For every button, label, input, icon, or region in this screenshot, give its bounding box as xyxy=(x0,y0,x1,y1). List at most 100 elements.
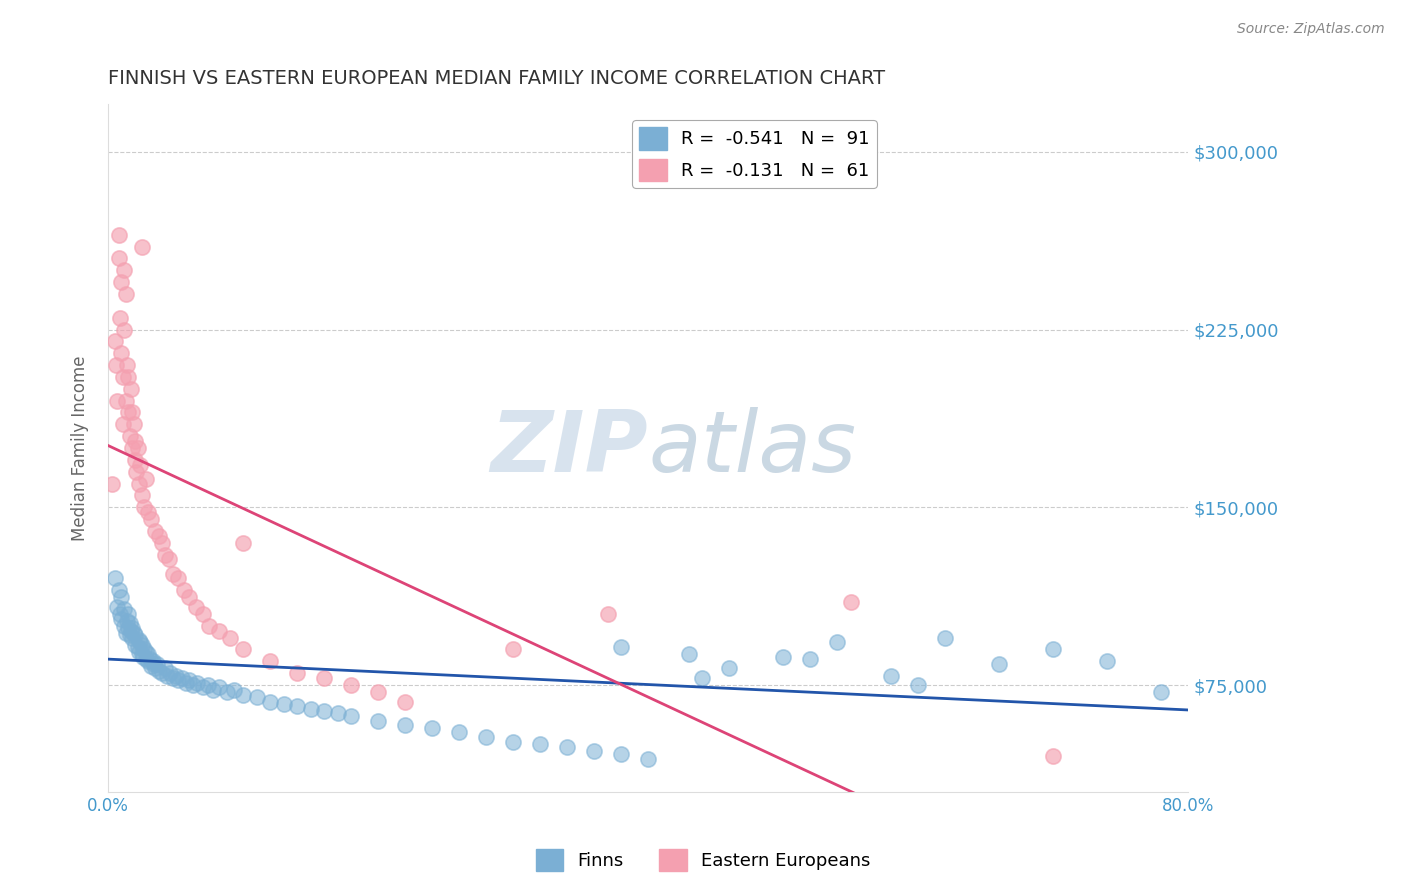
Point xyxy=(232,688,254,702)
Point xyxy=(138,647,160,661)
Point xyxy=(208,624,231,638)
Point xyxy=(104,571,127,585)
Point xyxy=(232,536,254,550)
Point xyxy=(1042,642,1064,657)
Point xyxy=(118,616,141,631)
Point xyxy=(145,657,167,671)
Point xyxy=(420,721,443,735)
Point xyxy=(114,287,136,301)
Point xyxy=(129,635,152,649)
Point xyxy=(184,599,207,614)
Point xyxy=(285,699,308,714)
Point xyxy=(112,322,135,336)
Point xyxy=(141,512,163,526)
Point xyxy=(104,334,127,349)
Point xyxy=(690,671,713,685)
Point xyxy=(215,685,238,699)
Point xyxy=(128,645,150,659)
Point xyxy=(167,571,190,585)
Point xyxy=(122,417,145,432)
Point xyxy=(502,642,524,657)
Point xyxy=(153,661,176,675)
Point xyxy=(177,673,200,688)
Point xyxy=(165,668,187,682)
Point xyxy=(208,681,231,695)
Point xyxy=(112,619,135,633)
Text: atlas: atlas xyxy=(648,407,856,490)
Y-axis label: Median Family Income: Median Family Income xyxy=(72,355,89,541)
Point xyxy=(637,751,659,765)
Legend: R =  -0.541   N =  91, R =  -0.131   N =  61: R = -0.541 N = 91, R = -0.131 N = 61 xyxy=(633,120,877,188)
Point xyxy=(131,239,153,253)
Point xyxy=(162,566,184,581)
Point xyxy=(245,690,267,704)
Point xyxy=(105,358,128,372)
Point xyxy=(128,632,150,647)
Point xyxy=(475,730,498,744)
Point xyxy=(117,405,139,419)
Text: ZIP: ZIP xyxy=(491,407,648,490)
Point xyxy=(988,657,1011,671)
Point xyxy=(1150,685,1173,699)
Point xyxy=(127,441,149,455)
Point xyxy=(148,529,170,543)
Point xyxy=(115,358,138,372)
Point xyxy=(115,614,138,628)
Point xyxy=(121,405,143,419)
Point xyxy=(799,652,821,666)
Point xyxy=(502,735,524,749)
Point xyxy=(367,685,389,699)
Point xyxy=(340,678,363,692)
Point xyxy=(825,635,848,649)
Point xyxy=(880,668,903,682)
Point xyxy=(678,647,700,661)
Point xyxy=(394,695,416,709)
Point xyxy=(143,524,166,538)
Point xyxy=(120,624,142,638)
Point xyxy=(326,706,349,721)
Point xyxy=(394,718,416,732)
Point xyxy=(907,678,929,692)
Point xyxy=(191,681,214,695)
Point xyxy=(108,310,131,325)
Point xyxy=(141,659,163,673)
Point xyxy=(202,682,225,697)
Point xyxy=(111,417,134,432)
Point xyxy=(1095,654,1118,668)
Point xyxy=(138,505,160,519)
Point xyxy=(141,654,163,668)
Point xyxy=(124,453,146,467)
Point xyxy=(839,595,862,609)
Point xyxy=(107,583,129,598)
Point xyxy=(312,704,335,718)
Point xyxy=(222,682,245,697)
Point xyxy=(118,429,141,443)
Point xyxy=(610,640,633,654)
Point xyxy=(447,725,470,739)
Point xyxy=(718,661,741,675)
Point xyxy=(150,666,173,681)
Point xyxy=(259,654,281,668)
Point xyxy=(107,252,129,266)
Point xyxy=(131,647,153,661)
Point xyxy=(110,346,132,360)
Point xyxy=(107,393,129,408)
Point xyxy=(107,599,129,614)
Point xyxy=(232,642,254,657)
Point xyxy=(124,638,146,652)
Point xyxy=(135,652,157,666)
Point xyxy=(110,591,132,605)
Point xyxy=(122,626,145,640)
Point xyxy=(132,649,155,664)
Point xyxy=(143,661,166,675)
Text: Source: ZipAtlas.com: Source: ZipAtlas.com xyxy=(1237,22,1385,37)
Point xyxy=(111,370,134,384)
Point xyxy=(173,583,195,598)
Point xyxy=(127,640,149,654)
Point xyxy=(121,621,143,635)
Point xyxy=(128,476,150,491)
Point xyxy=(177,591,200,605)
Point xyxy=(125,465,148,479)
Point xyxy=(101,476,124,491)
Point xyxy=(120,382,142,396)
